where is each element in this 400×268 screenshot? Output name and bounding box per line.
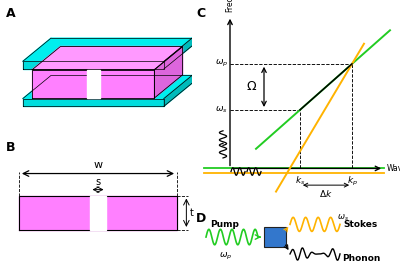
- Polygon shape: [32, 47, 182, 70]
- Polygon shape: [32, 70, 154, 98]
- Text: $k_p$: $k_p$: [346, 175, 358, 188]
- Text: Pump: Pump: [210, 220, 239, 229]
- Polygon shape: [164, 38, 192, 69]
- Text: Wavevector: Wavevector: [387, 164, 400, 173]
- Text: $\omega_p$: $\omega_p$: [219, 251, 233, 262]
- Polygon shape: [23, 76, 192, 99]
- Text: w: w: [94, 159, 102, 170]
- Text: $\omega_s$: $\omega_s$: [215, 105, 228, 115]
- Text: $\omega_s$: $\omega_s$: [337, 213, 349, 223]
- Polygon shape: [90, 196, 106, 230]
- Text: s: s: [96, 177, 100, 187]
- Polygon shape: [87, 70, 100, 98]
- Text: B: B: [6, 140, 15, 154]
- Polygon shape: [23, 99, 164, 106]
- Text: t: t: [190, 208, 194, 218]
- Text: A: A: [6, 7, 16, 20]
- Text: $\Omega$: $\Omega$: [246, 80, 257, 93]
- Text: $k_s$: $k_s$: [295, 175, 305, 187]
- Text: $\omega_p$: $\omega_p$: [215, 58, 228, 69]
- Text: Stokes: Stokes: [343, 220, 377, 229]
- Polygon shape: [23, 38, 192, 61]
- Text: C: C: [196, 8, 205, 20]
- Polygon shape: [23, 61, 164, 69]
- Text: D: D: [196, 212, 206, 225]
- Text: Frequency: Frequency: [226, 0, 234, 12]
- Polygon shape: [19, 196, 177, 230]
- Text: Phonon: Phonon: [342, 254, 380, 263]
- Text: $\Delta k$: $\Delta k$: [319, 188, 333, 199]
- Polygon shape: [164, 76, 192, 106]
- Bar: [264, 227, 286, 247]
- Polygon shape: [154, 47, 182, 98]
